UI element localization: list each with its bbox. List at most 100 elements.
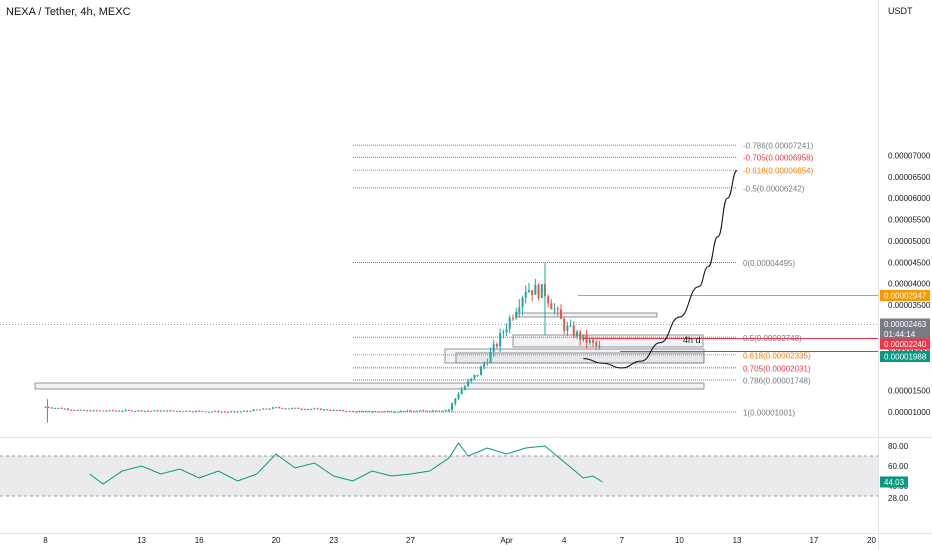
candle-body bbox=[95, 410, 98, 412]
candle-body bbox=[275, 407, 278, 409]
price-tick-label: 0.00004000 bbox=[888, 280, 931, 289]
candle-body bbox=[118, 410, 121, 412]
price-tick-label: 0.00007000 bbox=[888, 151, 931, 160]
candle-body bbox=[246, 410, 249, 412]
price-tick-label: 0.00001000 bbox=[888, 408, 931, 417]
candle-body bbox=[127, 410, 130, 412]
candle-body bbox=[521, 297, 524, 308]
time-tick-label: 20 bbox=[272, 536, 281, 545]
candle-body bbox=[255, 409, 258, 411]
candle-body bbox=[76, 409, 79, 411]
candle-body bbox=[82, 409, 85, 411]
candle-body bbox=[595, 342, 598, 346]
zone-rectangle bbox=[516, 312, 658, 318]
fib-level-label: -0.705(0.00006958) bbox=[743, 154, 814, 163]
candle-body bbox=[435, 410, 438, 412]
candle-body bbox=[505, 328, 508, 333]
time-tick-label: 4 bbox=[562, 536, 567, 545]
candle-body bbox=[547, 296, 550, 304]
candle-body bbox=[310, 408, 313, 410]
candle-body bbox=[511, 317, 514, 319]
candle-body bbox=[50, 407, 53, 409]
candle-body bbox=[444, 410, 447, 412]
candle-body bbox=[60, 407, 63, 409]
candle-body bbox=[531, 290, 534, 295]
candle-body bbox=[214, 410, 217, 412]
candle-body bbox=[300, 408, 303, 410]
candle-body bbox=[226, 411, 229, 413]
candle-body bbox=[569, 325, 572, 327]
candle-body bbox=[582, 334, 585, 340]
candle-body bbox=[553, 308, 556, 310]
price-tick-label: 0.00006000 bbox=[888, 194, 931, 203]
time-tick-label: 16 bbox=[195, 536, 204, 545]
candle-body bbox=[210, 411, 213, 413]
fib-level-label: 0.705(0.00002031) bbox=[743, 364, 811, 373]
price-tick-label: 0.00004500 bbox=[888, 258, 931, 267]
candle-body bbox=[371, 411, 374, 413]
price-badge-value: 0.00002240 bbox=[884, 340, 927, 349]
candle-body bbox=[361, 411, 364, 413]
candle-body bbox=[323, 409, 326, 411]
candle-body bbox=[351, 411, 354, 413]
candle-body bbox=[262, 408, 265, 410]
currency-label: USDT bbox=[888, 6, 913, 16]
candle-body bbox=[153, 410, 156, 412]
candle-body bbox=[534, 284, 537, 295]
candle-body bbox=[124, 410, 127, 412]
candle-body bbox=[403, 410, 406, 412]
candle-body bbox=[146, 410, 149, 412]
candle-body bbox=[169, 410, 172, 412]
price-badge bbox=[880, 351, 930, 362]
candle-body bbox=[358, 411, 361, 413]
candle-body bbox=[540, 284, 543, 298]
zone-rectangle bbox=[512, 334, 704, 348]
candle-body bbox=[303, 409, 306, 411]
candle-body bbox=[572, 325, 575, 337]
rsi-tick-label: 80.00 bbox=[888, 442, 909, 451]
candle-body bbox=[556, 308, 559, 310]
candle-body bbox=[143, 410, 146, 412]
candle-body bbox=[150, 410, 153, 412]
candle-body bbox=[316, 408, 319, 410]
candle-body bbox=[121, 411, 124, 413]
candle-body bbox=[508, 317, 511, 329]
candle-body bbox=[223, 411, 226, 413]
time-tick-label: 13 bbox=[733, 536, 742, 545]
candle-body bbox=[492, 344, 495, 352]
candle-body bbox=[57, 407, 60, 409]
candle-body bbox=[451, 403, 454, 411]
candle-body bbox=[178, 410, 181, 412]
candle-body bbox=[201, 410, 204, 412]
fib-level-label: -0.618(0.00006654) bbox=[743, 167, 814, 176]
time-tick-label: 17 bbox=[809, 536, 818, 545]
candle-body bbox=[380, 411, 383, 413]
price-tick-label: 0.00003500 bbox=[888, 301, 931, 310]
candle-body bbox=[473, 374, 476, 379]
candle-body bbox=[335, 409, 338, 411]
candle-body bbox=[47, 406, 50, 408]
time-tick-label: Apr bbox=[500, 536, 513, 545]
candle-body bbox=[431, 410, 434, 412]
fib-level-label: -0.786(0.00007241) bbox=[743, 142, 814, 151]
candle-body bbox=[291, 407, 294, 409]
candle-body bbox=[239, 411, 242, 413]
price-badge bbox=[880, 338, 930, 350]
candle-body bbox=[566, 325, 569, 331]
candle-body bbox=[342, 410, 345, 412]
price-tick-label: 0.00005000 bbox=[888, 237, 931, 246]
candle-body bbox=[579, 331, 582, 340]
candle-body bbox=[105, 410, 108, 412]
candle-body bbox=[524, 291, 527, 298]
fib-level-label: -0.5(0.00006242) bbox=[743, 184, 805, 193]
candle-body bbox=[130, 410, 133, 412]
price-tick-label: 0.00001500 bbox=[888, 387, 931, 396]
candle-body bbox=[441, 410, 444, 412]
price-badge-value: 0.00001988 bbox=[884, 353, 927, 362]
candle-body bbox=[185, 410, 188, 412]
candle-body bbox=[588, 340, 591, 343]
candle-body bbox=[156, 410, 159, 412]
candle-body bbox=[329, 410, 332, 412]
candle-body bbox=[287, 408, 290, 410]
